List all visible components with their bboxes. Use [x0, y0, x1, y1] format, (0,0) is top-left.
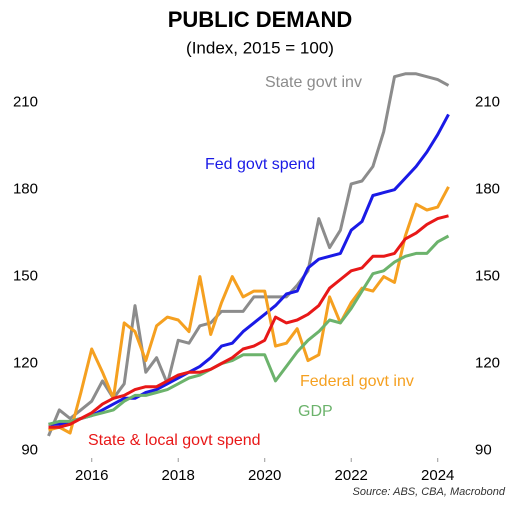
x-tick-label: 2024: [421, 467, 454, 484]
series-label: Federal govt inv: [300, 373, 414, 390]
y-tick-label: 180: [13, 181, 38, 198]
y-tick-label: 90: [21, 441, 38, 458]
chart-subtitle: (Index, 2015 = 100): [186, 38, 334, 57]
series-label: State & local govt spend: [88, 432, 261, 449]
line: [48, 113, 450, 426]
y-tick-label: 210: [13, 94, 38, 111]
y2-tick-label: 120: [475, 354, 500, 371]
x-tick-label: 2018: [162, 467, 195, 484]
x-tick-label: 2020: [248, 467, 281, 484]
y2-tick-label: 90: [475, 441, 492, 458]
y2-tick-label: 150: [475, 268, 500, 285]
source: Source: ABS, CBA, Macrobond: [353, 486, 506, 498]
line: [48, 234, 450, 426]
series-label: GDP: [298, 403, 333, 420]
x-tick-label: 2016: [75, 467, 108, 484]
line: [48, 186, 450, 435]
series-label: State govt inv: [265, 74, 362, 91]
line: [48, 214, 449, 429]
y-tick-label: 150: [13, 268, 38, 285]
y2-tick-label: 210: [475, 94, 500, 111]
y2-tick-label: 180: [475, 181, 500, 198]
chart-title: PUBLIC DEMAND: [168, 7, 353, 32]
series-label: Fed govt spend: [205, 156, 315, 173]
y-tick-label: 120: [13, 354, 38, 371]
x-tick-label: 2022: [335, 467, 368, 484]
